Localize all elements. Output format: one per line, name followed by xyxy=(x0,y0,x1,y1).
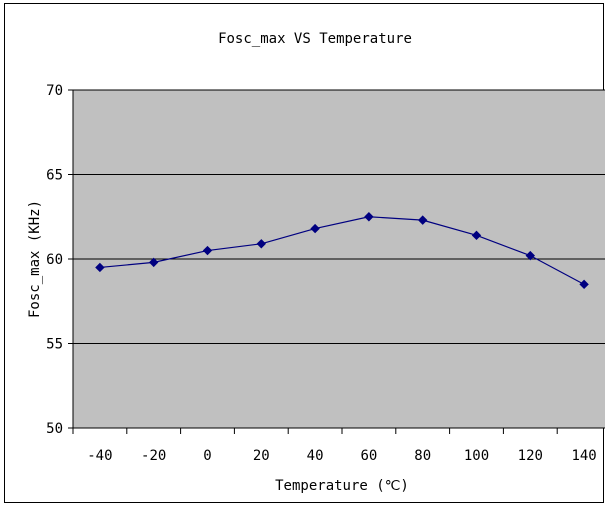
series-group xyxy=(95,212,589,290)
chart-frame: Fosc_max VS Temperature 50 55 60 65 70 -40 -2… xyxy=(4,3,605,503)
x-tick-label: 120 xyxy=(518,448,543,464)
x-tick-label: -20 xyxy=(141,448,166,464)
chart-title: Fosc_max VS Temperature xyxy=(218,31,412,47)
y-tick-label: 65 xyxy=(46,168,63,184)
x-tick-label: 100 xyxy=(464,448,489,464)
y-tick-label: 50 xyxy=(46,421,63,437)
x-axis-ticks xyxy=(72,428,558,434)
x-tick-label: 0 xyxy=(203,448,211,464)
y-tick-label: 60 xyxy=(46,252,63,268)
data-point-0 xyxy=(202,245,213,256)
x-tick-label: 140 xyxy=(571,448,596,464)
x-tick-label: 40 xyxy=(307,448,324,464)
data-point-80 xyxy=(417,215,428,225)
y-tick-label: 55 xyxy=(46,337,63,353)
x-tick-label: 20 xyxy=(253,448,270,464)
grid-lines xyxy=(68,89,605,429)
x-tick-label: 80 xyxy=(414,448,431,464)
x-axis-label: Temperature (℃) xyxy=(275,478,409,494)
data-point-140 xyxy=(579,279,589,290)
data-point-120 xyxy=(525,250,536,261)
data-point-100 xyxy=(471,230,482,241)
y-axis-label: Fosc_max (KHz) xyxy=(27,200,43,318)
data-point-20 xyxy=(256,239,267,249)
x-tick-label: 60 xyxy=(360,448,377,464)
y-axis-tick-labels: 50 55 60 65 70 xyxy=(46,83,63,437)
chart: Fosc_max VS Temperature 50 55 60 65 70 -40 -2… xyxy=(27,31,605,494)
data-point-60 xyxy=(364,212,374,222)
data-point-40 xyxy=(310,223,320,234)
y-tick-label: 70 xyxy=(46,83,63,99)
data-point--20 xyxy=(148,257,159,268)
x-tick-label: -40 xyxy=(87,448,112,464)
series-line xyxy=(99,216,585,285)
x-axis-tick-labels: -40 -20 0 20 40 60 80 100 120 140 xyxy=(87,448,596,464)
data-point--40 xyxy=(95,262,105,273)
